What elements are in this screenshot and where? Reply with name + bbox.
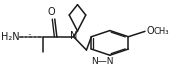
Text: N: N	[70, 31, 77, 41]
Text: O: O	[147, 26, 154, 36]
Text: N—N: N—N	[91, 57, 113, 66]
Text: H₂N: H₂N	[1, 32, 20, 42]
Text: CH₃: CH₃	[154, 27, 169, 36]
Text: ··: ··	[28, 32, 32, 41]
Text: O: O	[47, 7, 55, 17]
